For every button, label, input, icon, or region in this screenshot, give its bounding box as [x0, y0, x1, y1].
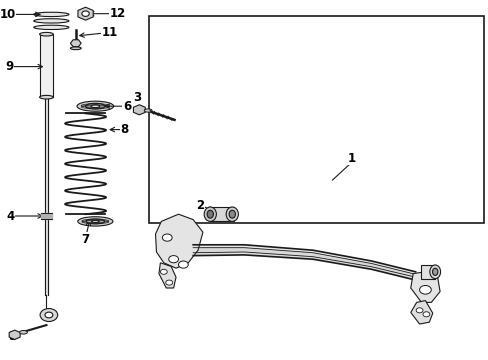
Circle shape [40, 309, 58, 321]
Circle shape [168, 256, 178, 263]
Circle shape [81, 11, 89, 17]
Ellipse shape [78, 217, 113, 226]
Polygon shape [9, 330, 20, 339]
Polygon shape [159, 263, 176, 288]
Text: 11: 11 [102, 26, 118, 39]
Circle shape [162, 234, 172, 241]
Text: 8: 8 [121, 123, 128, 136]
Circle shape [178, 261, 188, 268]
Ellipse shape [34, 25, 69, 30]
Polygon shape [410, 272, 439, 302]
Ellipse shape [91, 220, 99, 222]
Ellipse shape [91, 105, 100, 108]
Ellipse shape [86, 219, 104, 224]
Circle shape [419, 285, 430, 294]
Polygon shape [410, 301, 432, 324]
Circle shape [165, 280, 172, 285]
Text: 6: 6 [123, 100, 131, 113]
Circle shape [415, 308, 422, 313]
Text: 5: 5 [8, 330, 16, 343]
Text: 9: 9 [6, 60, 14, 73]
Polygon shape [70, 40, 81, 47]
Circle shape [422, 312, 429, 317]
Ellipse shape [204, 207, 216, 221]
Circle shape [45, 312, 53, 318]
Polygon shape [78, 7, 93, 20]
Ellipse shape [228, 210, 235, 218]
Bar [210, 207, 233, 221]
Ellipse shape [432, 268, 437, 275]
Text: 12: 12 [109, 7, 125, 20]
Text: 1: 1 [347, 152, 355, 165]
Text: 4: 4 [7, 210, 15, 222]
Circle shape [160, 269, 167, 274]
Ellipse shape [85, 103, 105, 109]
Ellipse shape [34, 12, 69, 17]
Ellipse shape [70, 47, 81, 50]
Text: 10: 10 [0, 8, 16, 21]
Text: 3: 3 [133, 91, 141, 104]
Bar [420, 265, 434, 279]
Ellipse shape [20, 330, 27, 334]
Ellipse shape [40, 95, 53, 99]
Text: 7: 7 [81, 233, 89, 246]
Ellipse shape [225, 207, 238, 221]
Ellipse shape [34, 19, 69, 23]
Ellipse shape [144, 109, 152, 112]
Bar [149, 16, 483, 223]
Ellipse shape [77, 101, 113, 111]
Polygon shape [155, 214, 203, 268]
Ellipse shape [207, 210, 213, 218]
Ellipse shape [40, 32, 53, 36]
Bar [40, 34, 53, 97]
Polygon shape [133, 105, 145, 115]
Ellipse shape [429, 265, 440, 279]
Text: 2: 2 [196, 199, 204, 212]
